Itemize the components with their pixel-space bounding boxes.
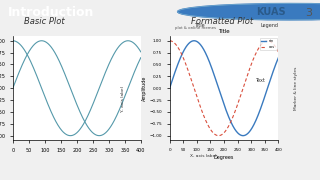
Text: Y- axis label: Y- axis label (121, 86, 125, 112)
Text: plot & online memes: plot & online memes (175, 26, 216, 30)
Text: X- axis label: X- axis label (190, 154, 216, 158)
X-axis label: Degrees: Degrees (214, 155, 234, 160)
Text: Formatted Plot: Formatted Plot (191, 17, 253, 26)
Legend: sin, cos: sin, cos (260, 38, 277, 50)
Text: KUAS: KUAS (256, 7, 286, 17)
Title: Title: Title (218, 29, 230, 34)
Text: Text: Text (255, 78, 265, 83)
Text: 3: 3 (305, 8, 312, 18)
Text: Title: Title (194, 23, 204, 28)
Text: Basic Plot: Basic Plot (25, 17, 65, 26)
Text: Marker & line styles: Marker & line styles (294, 67, 298, 110)
Text: Introduction: Introduction (8, 6, 94, 19)
Y-axis label: Amplitude: Amplitude (141, 76, 147, 101)
Text: Legend: Legend (260, 23, 279, 28)
Circle shape (178, 3, 320, 20)
